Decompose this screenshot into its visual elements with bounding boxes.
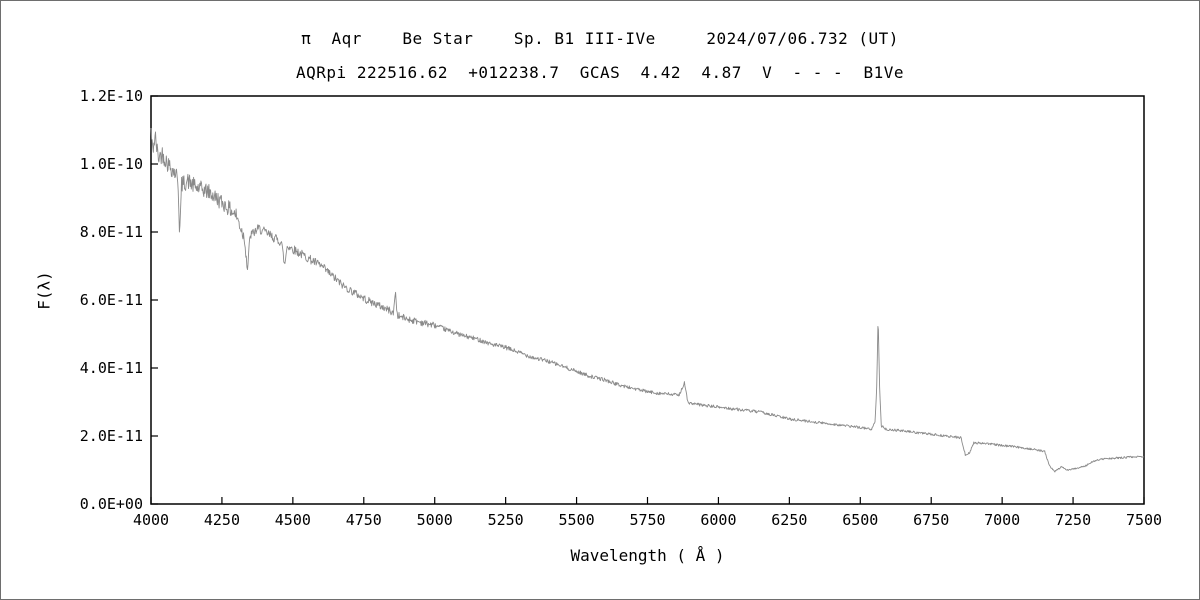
chart-subtitle: AQRpi 222516.62 +012238.7 GCAS 4.42 4.87… xyxy=(296,63,904,82)
x-tick-label: 6250 xyxy=(771,511,807,529)
x-tick-label: 4750 xyxy=(346,511,382,529)
x-tick-label: 5750 xyxy=(629,511,665,529)
x-tick-label: 5250 xyxy=(488,511,524,529)
x-tick-label: 7000 xyxy=(984,511,1020,529)
x-tick-label: 6750 xyxy=(913,511,949,529)
x-tick-label: 4500 xyxy=(275,511,311,529)
x-tick-label: 7250 xyxy=(1055,511,1091,529)
x-tick-label: 4000 xyxy=(133,511,169,529)
x-tick-label: 7500 xyxy=(1126,511,1162,529)
y-tick-label: 8.0E-11 xyxy=(80,223,143,241)
spectrum-trace xyxy=(150,127,1145,473)
y-tick-label: 0.0E+00 xyxy=(80,495,143,513)
x-tick-label: 6500 xyxy=(842,511,878,529)
y-tick-label: 6.0E-11 xyxy=(80,291,143,309)
x-tick-label: 6000 xyxy=(700,511,736,529)
x-axis-label: Wavelength ( Å ) xyxy=(570,546,725,565)
x-tick-label: 5000 xyxy=(417,511,453,529)
y-tick-label: 1.2E-10 xyxy=(80,87,143,105)
y-tick-label: 4.0E-11 xyxy=(80,359,143,377)
x-tick-label: 5500 xyxy=(559,511,595,529)
chart-title: π Aqr Be Star Sp. B1 III-IVe 2024/07/06.… xyxy=(301,29,899,48)
plot-frame xyxy=(150,95,1145,505)
y-tick-label: 1.0E-10 xyxy=(80,155,143,173)
y-tick-label: 2.0E-11 xyxy=(80,427,143,445)
x-tick-label: 4250 xyxy=(204,511,240,529)
